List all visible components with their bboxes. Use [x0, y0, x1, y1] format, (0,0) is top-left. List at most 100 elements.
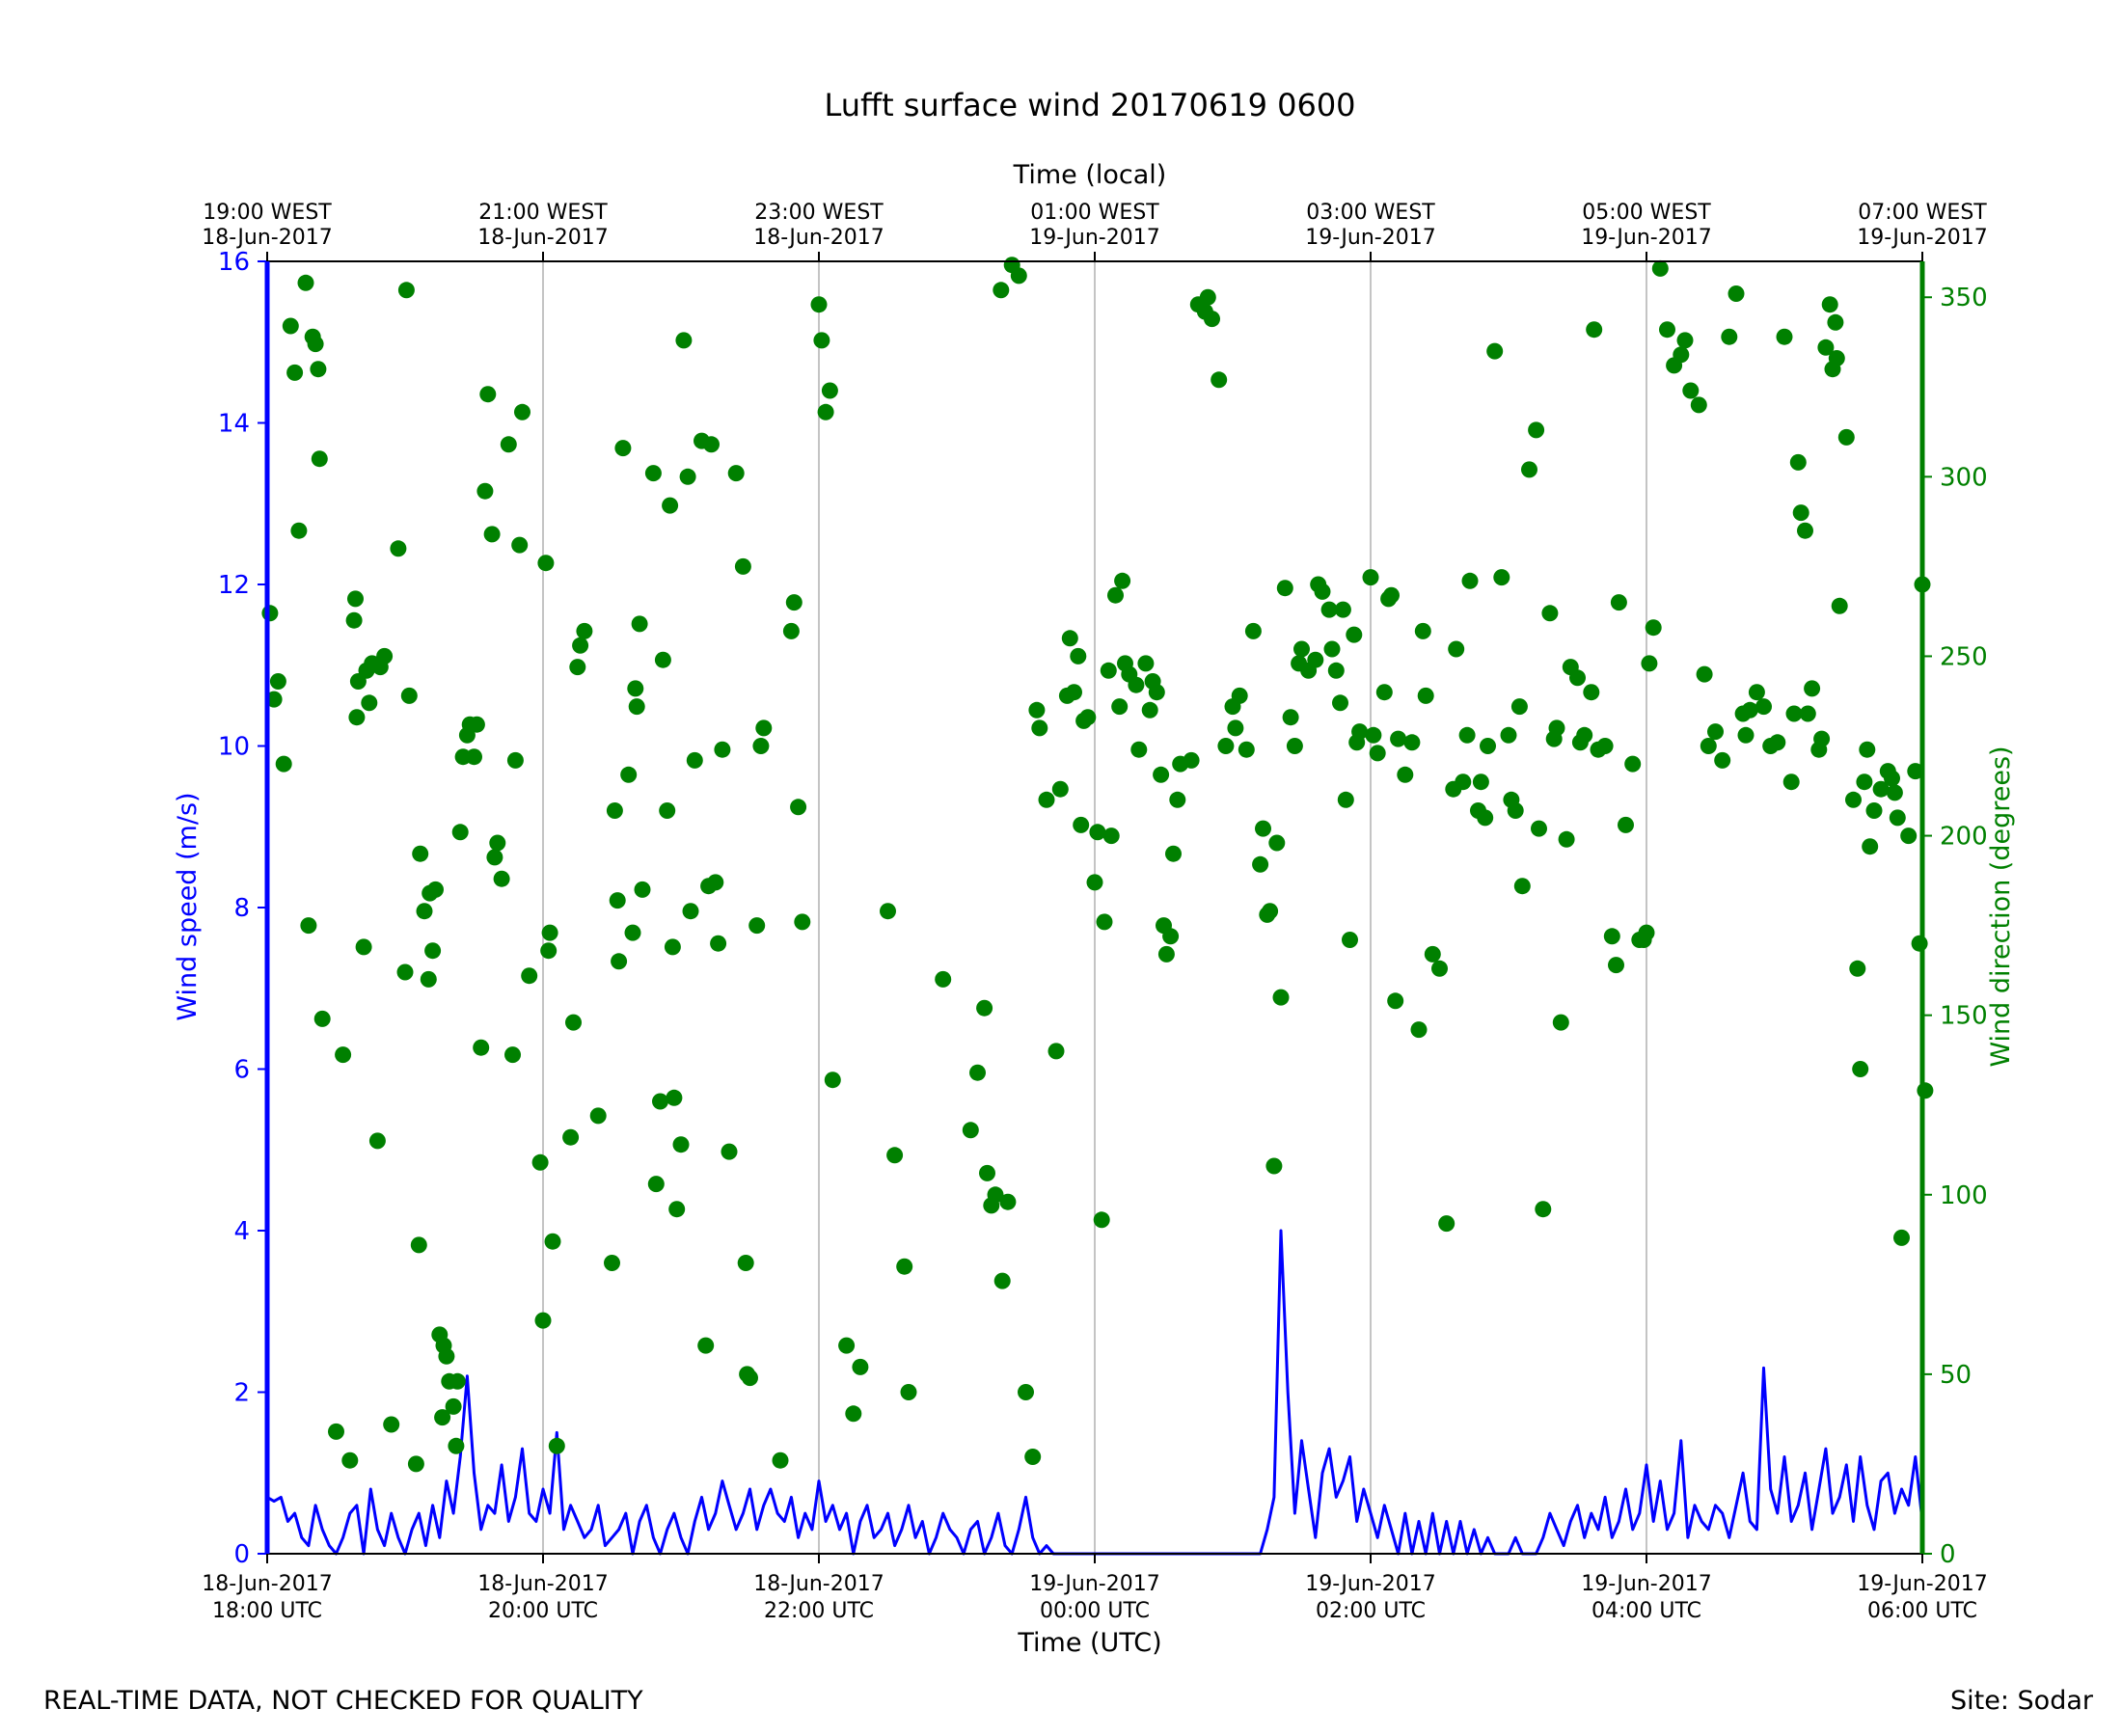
top-tick-date: 18-Jun-2017	[753, 226, 884, 250]
bottom-tick-time: 04:00 UTC	[1592, 1599, 1701, 1623]
direction-point	[1755, 698, 1772, 716]
direction-point	[755, 719, 773, 737]
right-tick-label: 350	[1940, 284, 1988, 312]
direction-point	[1231, 687, 1248, 704]
direction-point	[1893, 1229, 1910, 1246]
direction-point	[569, 659, 586, 676]
right-tick-label: 300	[1940, 463, 1988, 492]
direction-point	[511, 536, 529, 554]
direction-point	[1111, 698, 1129, 716]
direction-point	[772, 1451, 789, 1469]
direction-point	[1513, 878, 1531, 895]
bottom-tick-time: 06:00 UTC	[1867, 1599, 1977, 1623]
direction-point	[521, 967, 538, 985]
direction-point	[634, 881, 651, 898]
direction-point	[824, 1071, 841, 1089]
direction-point	[300, 917, 317, 935]
direction-point	[1507, 802, 1524, 819]
direction-point	[313, 1010, 331, 1027]
direction-point	[1849, 960, 1866, 977]
direction-point	[1332, 694, 1348, 712]
direction-point	[269, 673, 286, 690]
direction-point	[1461, 572, 1479, 589]
direction-point	[438, 1347, 455, 1365]
top-tick-date: 19-Jun-2017	[1857, 226, 1987, 250]
direction-point	[355, 938, 372, 956]
direction-point	[400, 687, 418, 704]
direction-point	[1510, 698, 1528, 716]
direction-point	[448, 1437, 465, 1454]
direction-point	[1548, 719, 1565, 737]
direction-point	[609, 892, 626, 909]
direction-point	[1314, 583, 1331, 600]
direction-point	[1608, 957, 1624, 974]
direction-point	[1137, 655, 1155, 672]
direction-point	[565, 1014, 582, 1031]
direction-point	[1051, 780, 1069, 798]
direction-point	[1282, 709, 1299, 726]
direction-point	[1362, 569, 1379, 586]
direction-point	[817, 403, 834, 420]
direction-point	[631, 615, 648, 633]
direction-point	[341, 1451, 359, 1469]
direction-point	[1911, 935, 1928, 952]
site-label: Site: Sodar	[1950, 1686, 2093, 1716]
direction-point	[969, 1064, 986, 1081]
direction-point	[1265, 1157, 1283, 1175]
direction-point	[1128, 676, 1145, 693]
direction-point	[1799, 705, 1816, 722]
direction-point	[576, 622, 593, 639]
direction-point	[896, 1258, 913, 1275]
direction-point	[427, 881, 444, 898]
direction-point	[1424, 945, 1441, 963]
direction-point	[1673, 346, 1690, 364]
top-tick-time: 07:00 WEST	[1858, 201, 1987, 225]
direction-point	[734, 557, 751, 575]
direction-point	[534, 1312, 552, 1329]
direction-point	[282, 317, 299, 335]
direction-point	[311, 450, 328, 468]
direction-point	[662, 497, 679, 514]
direction-point	[668, 1201, 686, 1218]
direction-point	[1244, 622, 1262, 639]
direction-point	[1346, 626, 1363, 643]
direction-point	[611, 953, 628, 970]
direction-point	[1390, 730, 1407, 747]
direction-point	[703, 436, 720, 453]
direction-point	[664, 938, 681, 956]
direction-point	[1070, 647, 1087, 665]
direction-point	[506, 751, 524, 769]
bottom-axis-label: Time (UTC)	[1017, 1628, 1161, 1658]
direction-point	[672, 1136, 690, 1153]
left-tick-label: 12	[218, 571, 250, 600]
direction-point	[390, 540, 407, 557]
direction-point	[1797, 522, 1813, 539]
direction-point	[1455, 773, 1472, 791]
direction-point	[445, 1397, 462, 1415]
direction-point	[962, 1122, 979, 1139]
direction-point	[1169, 791, 1186, 808]
top-tick-date: 18-Jun-2017	[202, 226, 332, 250]
direction-point	[1211, 371, 1228, 389]
direction-point	[1073, 816, 1090, 833]
direction-point	[531, 1153, 549, 1171]
direction-point	[1696, 665, 1713, 683]
direction-point	[993, 1272, 1011, 1289]
direction-point	[821, 382, 838, 399]
direction-point	[1028, 701, 1046, 719]
direction-point	[307, 336, 324, 353]
right-tick-label: 50	[1940, 1361, 1972, 1390]
direction-point	[1342, 932, 1358, 948]
direction-point	[1837, 428, 1855, 446]
direction-point	[434, 1409, 451, 1426]
bottom-tick-time: 00:00 UTC	[1040, 1599, 1150, 1623]
direction-point	[1576, 726, 1593, 744]
direction-point	[290, 522, 308, 539]
direction-point	[1183, 751, 1200, 769]
direction-point	[1162, 928, 1180, 945]
direction-point	[1645, 619, 1662, 637]
direction-point	[479, 386, 497, 403]
direction-point	[1199, 288, 1216, 306]
axes: 0 2 4 6 8 10 12 14 16 0 50 100 150 200 250 300 350 18-Jun…	[202, 201, 1987, 1623]
